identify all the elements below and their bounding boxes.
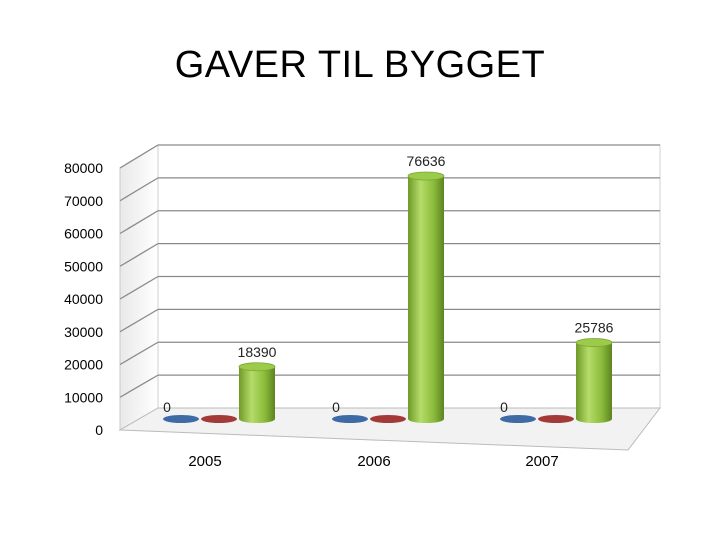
data-label: 25786: [575, 320, 614, 336]
y-tick-label: 70000: [64, 193, 103, 209]
gridline-side: [119, 308, 159, 333]
gridline-side: [119, 243, 159, 267]
y-tick-label: 50000: [64, 258, 103, 274]
gridline-side: [119, 210, 159, 235]
y-tick-label: 10000: [64, 389, 103, 405]
gridline-side: [119, 144, 159, 169]
y-tick-label: 60000: [64, 226, 103, 242]
data-label: 0: [332, 399, 340, 415]
bar-top: [575, 338, 613, 347]
bar: [408, 176, 444, 423]
gridline-side: [119, 177, 159, 202]
y-tick-label: 80000: [64, 160, 103, 176]
bar-zero-disc: [201, 415, 237, 423]
y-tick-label: 20000: [64, 357, 103, 373]
gridline-side: [119, 374, 159, 398]
y-tick-label: 30000: [64, 324, 103, 340]
bar-zero-disc: [332, 415, 368, 423]
bar-zero-disc: [500, 415, 536, 423]
gridline-side: [119, 275, 159, 300]
bar: [239, 366, 275, 423]
bar-zero-disc: [538, 415, 574, 423]
data-label: 18390: [238, 344, 277, 360]
data-label: 0: [500, 399, 508, 415]
bar: [576, 342, 612, 423]
y-tick-label: 0: [95, 422, 103, 438]
bar-zero-disc: [163, 415, 199, 423]
bar-top: [407, 171, 445, 181]
data-label: 76636: [407, 153, 446, 169]
x-category-label: 2006: [357, 453, 390, 470]
data-label: 0: [163, 399, 171, 415]
bar-top: [238, 362, 276, 372]
chart-title: GAVER TIL BYGGET: [174, 44, 546, 86]
x-category-label: 2005: [188, 453, 221, 470]
x-category-label: 2007: [525, 453, 558, 470]
bar-zero-disc: [370, 415, 406, 423]
y-tick-label: 40000: [64, 291, 103, 307]
gridline-side: [119, 341, 159, 366]
